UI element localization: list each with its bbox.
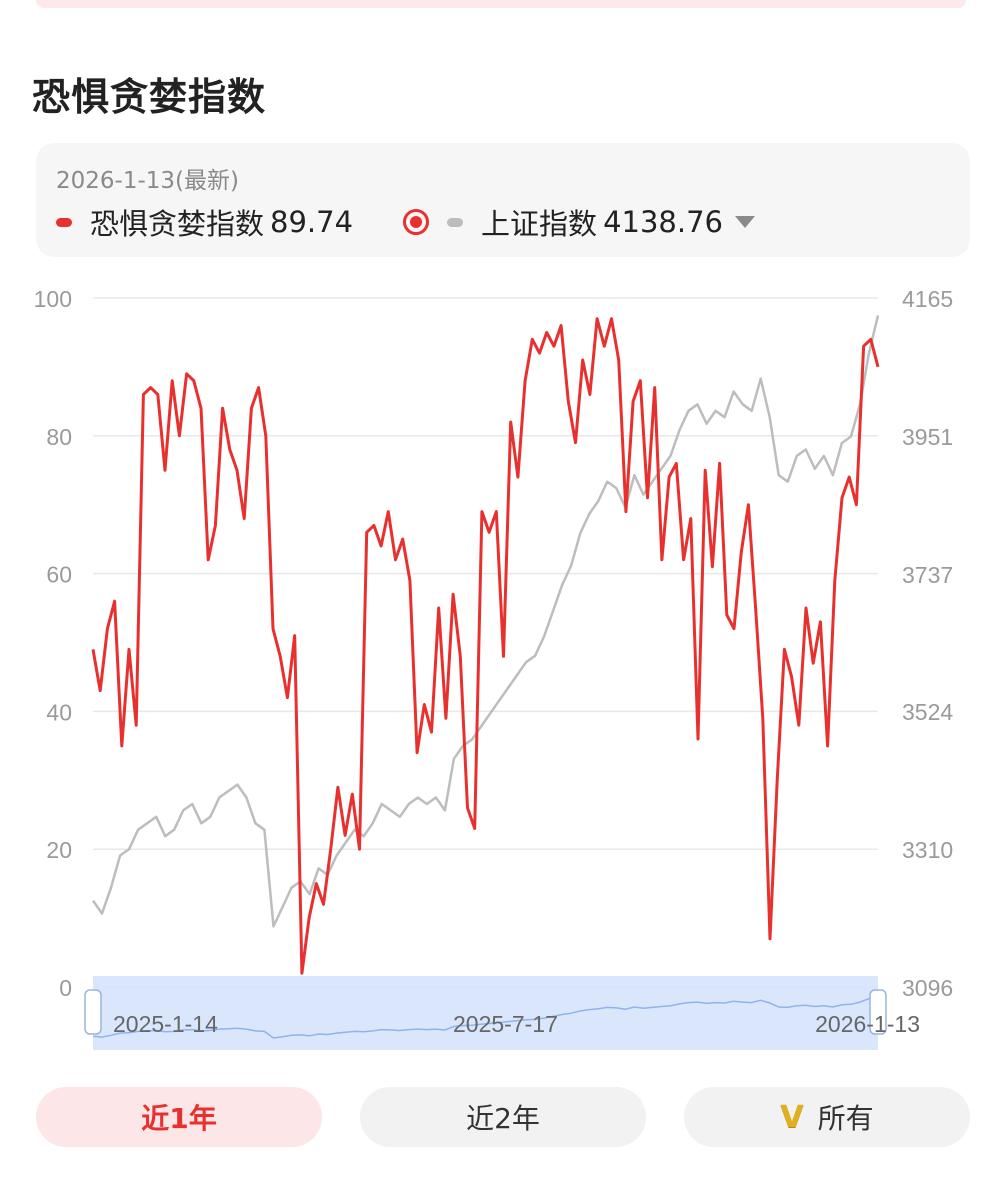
index-label[interactable]: 上证指数 (481, 207, 598, 241)
index-series-marker-icon (447, 217, 464, 227)
left-axis-tick: 100 (34, 286, 72, 312)
range-all-label: 所有 (817, 1102, 874, 1135)
range-2y-button[interactable]: 近2年 (360, 1087, 646, 1147)
info-card: 2026-1-13(最新) 恐惧贪婪指数 89.74 上证指数 4138.76 (36, 143, 970, 257)
range-1y-button[interactable]: 近1年 (36, 1087, 322, 1147)
right-axis-tick: 3737 (902, 562, 953, 588)
range-2y-label: 近2年 (466, 1102, 540, 1135)
navigator-right-handle[interactable] (869, 989, 887, 1035)
navigator-overview-line (92, 995, 879, 1039)
left-axis-tick: 60 (46, 562, 72, 588)
radio-selected-icon[interactable] (403, 209, 430, 235)
right-axis-tick: 3310 (902, 837, 953, 863)
right-axis-tick: 3096 (902, 975, 953, 1001)
range-1y-label: 近1年 (141, 1102, 217, 1135)
navigator-left-handle[interactable] (84, 989, 102, 1035)
fear-greed-series-line (91, 317, 880, 975)
right-axis-tick: 4165 (902, 286, 953, 312)
x-axis-tick: 2025-7-17 (453, 1011, 558, 1037)
top-banner-edge (36, 0, 966, 8)
right-axis-tick: 3951 (902, 424, 953, 450)
right-axis-tick: 3524 (902, 699, 953, 725)
left-axis-tick: 20 (46, 837, 72, 863)
left-axis-tick: 0 (59, 975, 72, 1001)
left-axis-tick: 40 (46, 699, 72, 725)
fear-greed-chart: 0 20 40 60 80 100 3096 3310 3524 3737 3951 4165 2025… (34, 286, 953, 1050)
caret-down-icon[interactable] (735, 216, 755, 228)
latest-date: 2026-1-13(最新) (56, 168, 239, 194)
page-title: 恐惧贪婪指数 (32, 75, 267, 119)
index-value: 4138.76 (603, 205, 723, 239)
x-axis-tick: 2025-1-14 (113, 1011, 218, 1037)
vip-crown-icon: V (780, 1099, 804, 1135)
range-navigator (93, 976, 878, 1050)
fear-series-marker-icon (56, 217, 72, 227)
range-all-button[interactable]: V 所有 (684, 1087, 970, 1147)
fear-value: 89.74 (270, 205, 354, 239)
left-axis-tick: 80 (46, 424, 72, 450)
legend: 恐惧贪婪指数 89.74 上证指数 4138.76 (56, 201, 755, 243)
fear-label: 恐惧贪婪指数 (90, 207, 265, 241)
x-axis-tick: 2026-1-13 (815, 1011, 920, 1037)
index-series-line (91, 315, 880, 928)
